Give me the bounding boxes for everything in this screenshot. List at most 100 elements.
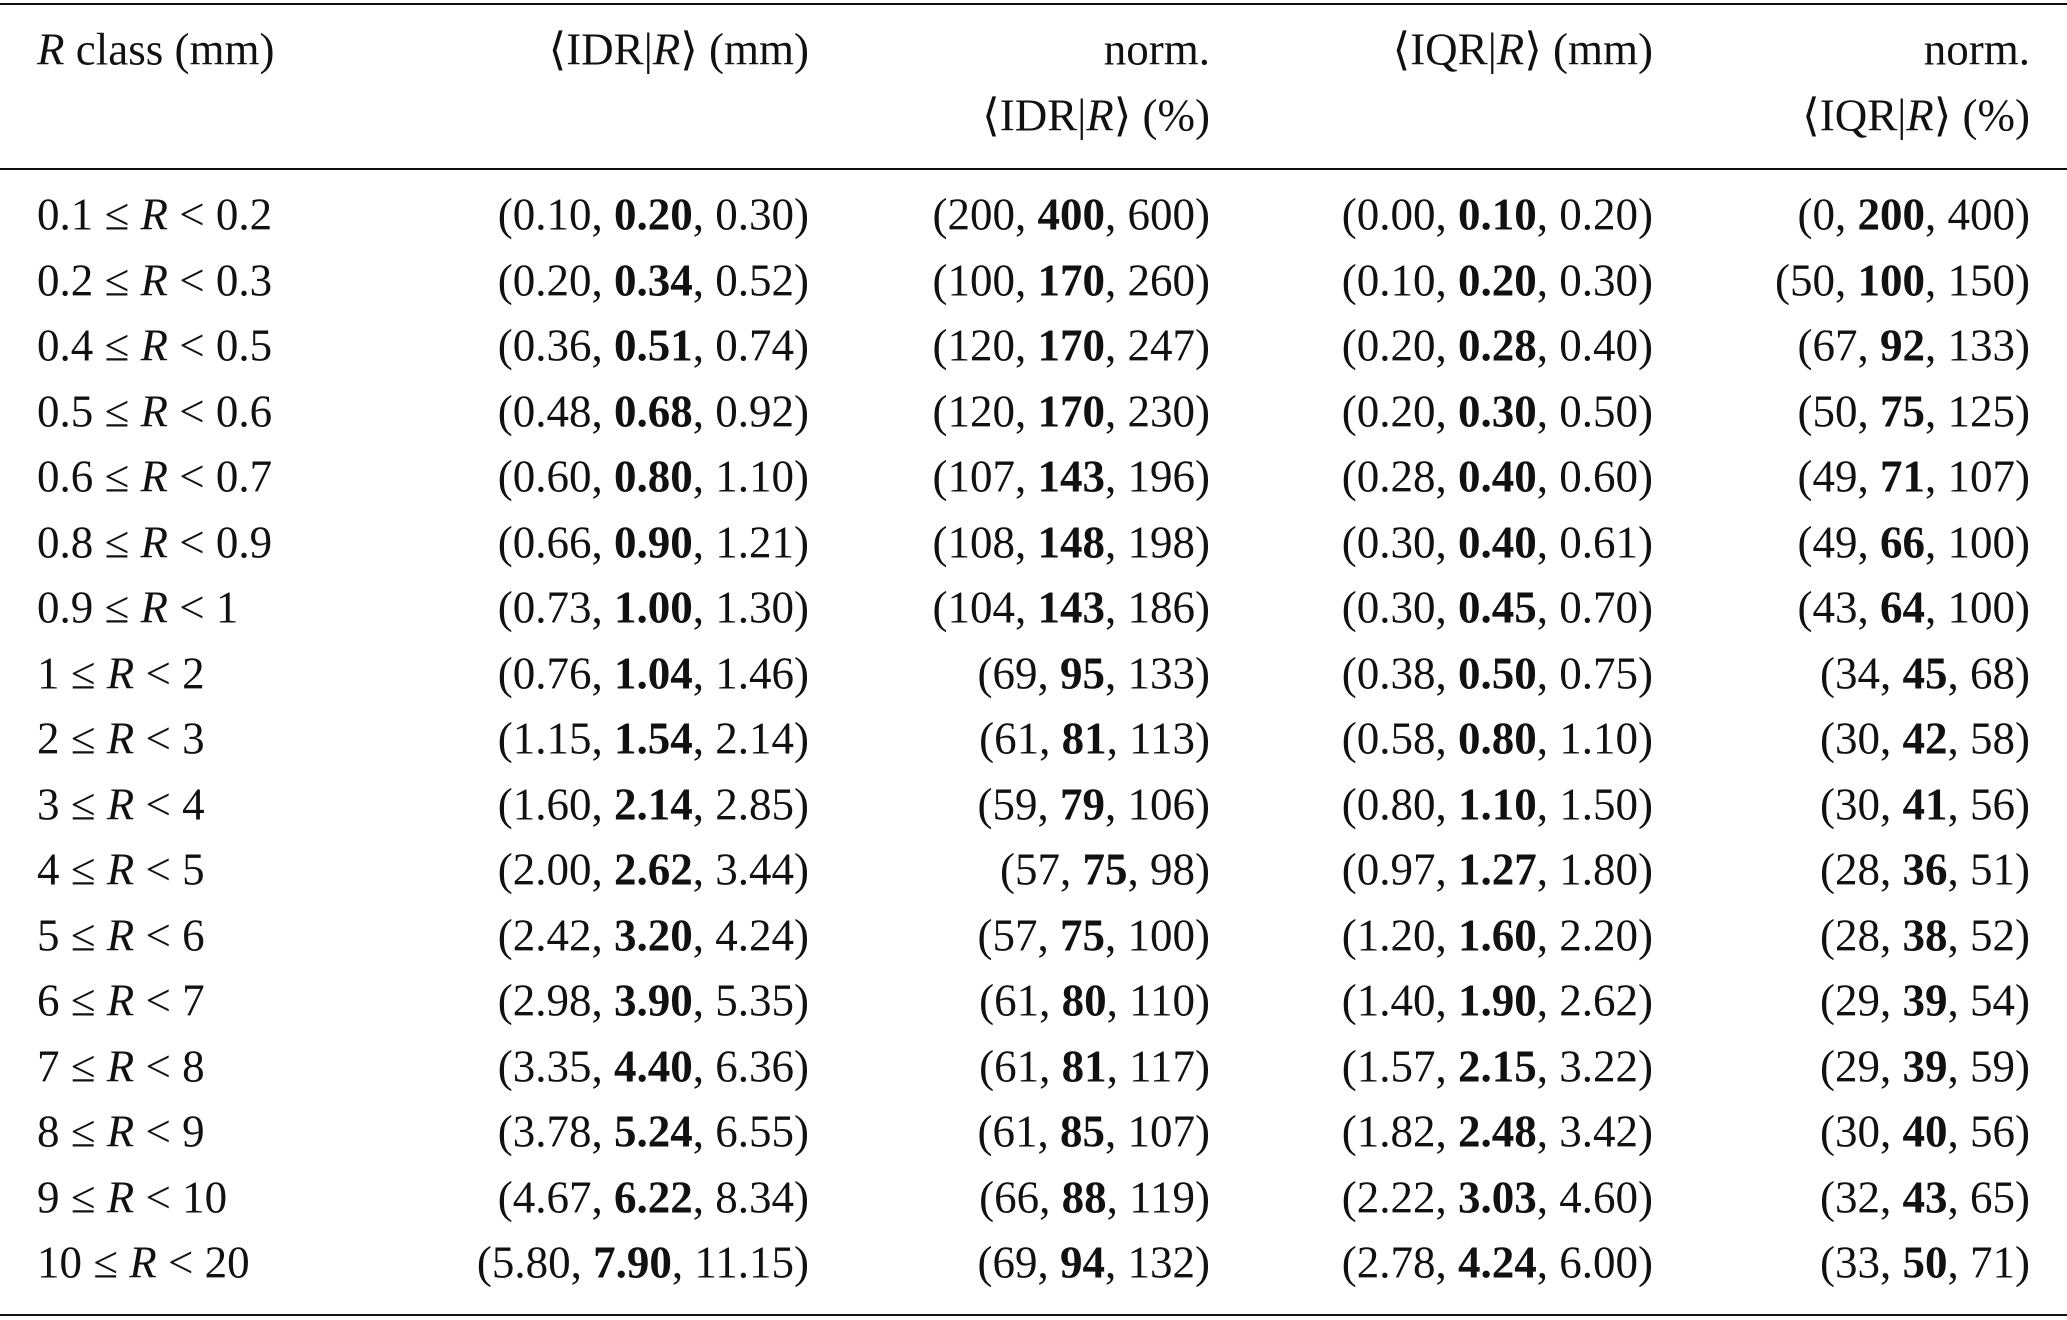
bold-median: 38 [1902,910,1948,960]
value-cell: (28, 36, 51) [1820,844,2030,895]
bold-median: 45 [1902,648,1948,698]
text-segment: 0.1 ≤ [37,189,141,240]
bold-median: 0.80 [614,451,693,502]
value-cell: (1.20, 1.60, 2.20) [1342,913,1653,958]
value-cell: (200, 400, 600) [933,192,1211,238]
row-label: 0.6 ≤ R < 0.7 [37,454,272,500]
row-label: 9 ≤ R < 10 [37,1175,227,1220]
bold-median: 143 [1037,451,1106,502]
text-segment: , 0.74) [692,320,809,371]
bold-median: 75 [1082,844,1128,895]
text-segment: (28, [1820,844,1903,895]
italic-symbol: R [106,844,135,895]
bold-median: 66 [1880,517,1925,567]
value-cell: (2.22, 3.03, 4.60) [1342,1175,1653,1220]
value-cell: (61, 80, 110) [979,975,1210,1026]
text-segment: (5.80, [476,1237,594,1288]
bold-median: 41 [1902,779,1948,829]
value-cell: (100, 170, 260) [933,258,1211,303]
value-cell: (120, 170, 247) [933,323,1211,369]
text-segment: , 133) [1105,648,1210,698]
bottom-rule [0,1314,2067,1316]
value-cell: (67, 92, 133) [1798,320,2031,371]
text-segment: , 56) [1947,1106,2031,1157]
bold-median: 92 [1880,320,1925,371]
value-cell: (29, 39, 59) [1820,1044,2030,1089]
bold-median: 95 [1060,648,1105,698]
bold-median: 75 [1880,386,1925,436]
text-segment: , 8.34) [692,1172,809,1222]
value-cell: (0.10, 0.20, 0.30) [497,189,809,240]
text-segment: , 0.60) [1536,451,1653,502]
bold-median: 2.48 [1458,1106,1537,1157]
text-segment: 6 ≤ [37,975,107,1026]
bold-median: 170 [1037,255,1106,305]
italic-symbol: R [106,1041,135,1091]
text-segment: (0.10, [497,189,614,240]
row-label: 7 ≤ R < 8 [37,1044,205,1089]
bold-median: 36 [1902,844,1948,895]
italic-symbol: R [106,779,135,829]
header-cell: ⟨IQR|R⟩ (mm) [1392,24,1653,75]
text-segment: , 107) [1925,451,2030,502]
header-cell: norm. [1104,27,1210,73]
value-cell: (0.20, 0.30, 0.50) [1342,389,1653,434]
text-segment: , 113) [1106,713,1210,764]
text-segment: , 56) [1947,779,2031,829]
italic-symbol: R [140,255,168,305]
text-segment: ⟨IDR| [982,90,1087,141]
bold-median: 148 [1037,517,1106,567]
value-cell: (104, 143, 186) [932,582,1211,633]
text-segment: (66, [979,1172,1062,1222]
value-cell: (61, 85, 107) [978,1109,1211,1155]
value-cell: (0.97, 1.27, 1.80) [1341,844,1653,895]
bold-median: 0.20 [614,189,693,240]
text-segment: , 0.40) [1536,320,1653,371]
value-cell: (2.98, 3.90, 5.35) [497,975,809,1026]
text-segment: , 100) [1925,517,2030,567]
text-segment: , 58) [1947,713,2031,764]
text-segment: (2.98, [497,975,614,1026]
row-label: 0.5 ≤ R < 0.6 [37,389,272,434]
text-segment: < 0.2 [167,189,273,240]
text-segment: (2.42, [497,910,614,960]
bold-median: 0.34 [614,255,693,305]
text-segment: (29, [1820,975,1903,1026]
text-segment: (3.78, [497,1106,614,1157]
italic-symbol: R [140,582,168,633]
italic-symbol: R [140,320,168,371]
text-segment: , 0.50) [1536,386,1653,436]
bold-median: 100 [1857,255,1926,305]
text-segment: ⟩ (%) [1933,90,2030,141]
value-cell: (50, 75, 125) [1798,389,2031,434]
text-segment: (0.60, [497,451,614,502]
bold-median: 0.68 [614,386,693,436]
text-segment: (59, [977,779,1060,829]
text-segment: , 2.62) [1536,975,1653,1026]
text-segment: , 4.24) [692,910,809,960]
text-segment: , 6.36) [692,1041,809,1091]
text-segment: (0.97, [1341,844,1458,895]
text-segment: (104, [932,582,1038,633]
value-cell: (1.60, 2.14, 2.85) [498,782,809,827]
text-segment: (0.58, [1341,713,1458,764]
text-segment: (108, [932,517,1038,567]
text-segment: (30, [1820,1106,1903,1157]
bold-median: 81 [1061,1041,1107,1091]
bold-median: 3.03 [1458,1172,1537,1222]
text-segment: , 117) [1106,1041,1210,1091]
row-label: 8 ≤ R < 9 [37,1109,205,1155]
text-segment: 0.9 ≤ [37,582,141,633]
bold-median: 4.24 [1458,1237,1537,1288]
text-segment: (61, [979,1041,1062,1091]
text-segment: (0.73, [497,582,614,633]
header-cell: norm. [1924,27,2030,73]
italic-symbol: R [140,386,168,436]
value-cell: (0.38, 0.50, 0.75) [1342,651,1653,696]
text-segment: , 196) [1105,451,1210,502]
text-segment: (43, [1797,582,1880,633]
bold-median: 200 [1857,189,1926,240]
text-segment: , 110) [1106,975,1210,1026]
bold-median: 1.27 [1458,844,1537,895]
text-segment: ⟨IQR| [1392,24,1497,75]
